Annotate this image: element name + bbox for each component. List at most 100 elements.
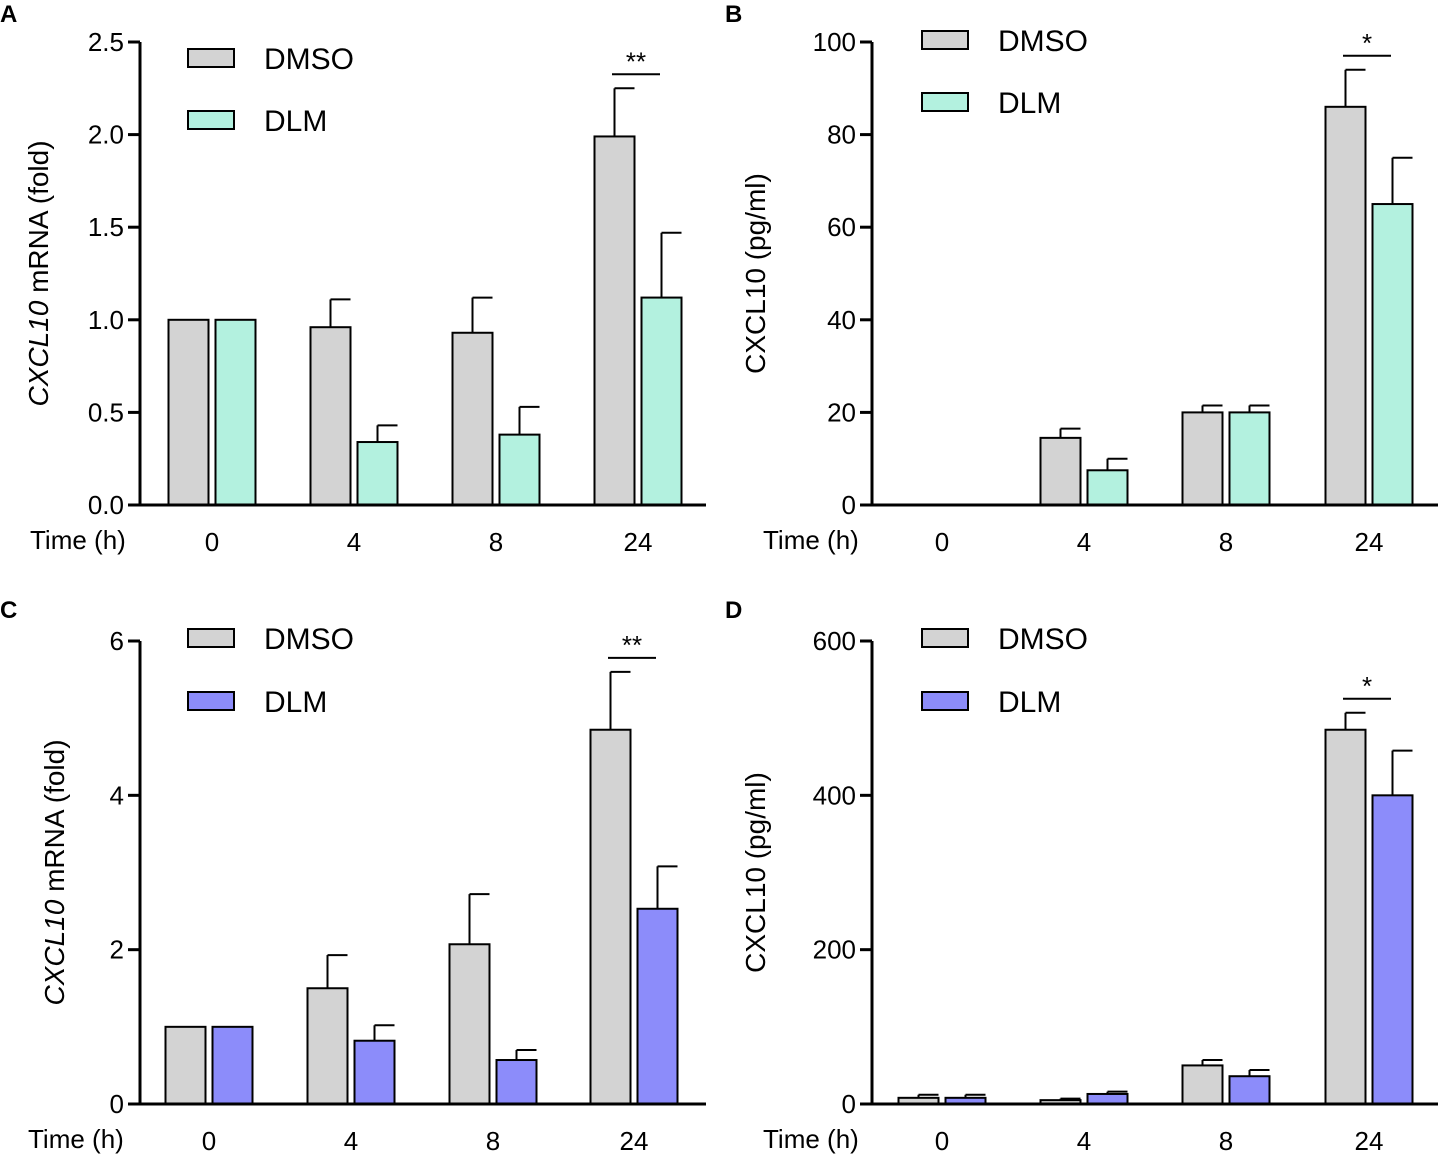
panel-c-y-axis-label-gene: CXCL10	[39, 899, 70, 1005]
panel-b-y-tick-label: 100	[813, 27, 856, 57]
panel-a-bar-dlm-8	[498, 433, 541, 506]
panel-a-y-axis-label-gene: CXCL10	[23, 300, 54, 406]
panel-c-legend-label-dlm: DLM	[264, 686, 327, 719]
panel-a-x-tick-label: 4	[347, 527, 361, 557]
panel-b-y-tick-label: 40	[827, 305, 856, 335]
panel-a-bar-dmso-8	[451, 331, 494, 506]
panel-a-legend-swatch-dmso	[187, 48, 235, 68]
panel-c-bar-dlm-4	[353, 1039, 396, 1106]
panel-c-y-tick-label: 4	[110, 780, 124, 810]
panel-d-x-tick-label: 4	[1077, 1126, 1091, 1154]
panel-b-legend-swatch-dlm	[921, 92, 969, 112]
panel-b-bar-dmso-8	[1181, 411, 1224, 506]
panel-a-letter: A	[0, 1, 17, 28]
panel-c-x-tick-label: 24	[620, 1126, 649, 1154]
panel-c-x-tick-label: 8	[486, 1126, 500, 1154]
panel-c-y-axis-label: CXCL10 mRNA (fold)	[39, 739, 70, 1005]
panel-b-y-tick-label: 0	[842, 490, 856, 520]
panel-d-letter: D	[725, 597, 742, 624]
panel-b-legend-label-dmso: DMSO	[998, 25, 1088, 58]
panel-a-x-tick-label: 8	[489, 527, 503, 557]
panel-c-y-tick-label: 6	[110, 626, 124, 656]
panel-a-bar-dmso-24	[593, 135, 636, 506]
panel-d: D 0 200 400 600 CXCL10 (pg/ml) 0 4 8 24 Time (h) DM…	[725, 597, 1438, 1154]
panel-a-x-axis-label: Time (h)	[30, 525, 126, 555]
panel-b-x-tick-label: 4	[1077, 527, 1091, 557]
panel-d-x-axis-label: Time (h)	[763, 1124, 859, 1154]
panel-d-bar-dlm-4	[1086, 1092, 1129, 1106]
panel-d-x-tick-label: 8	[1219, 1126, 1233, 1154]
panel-c-letter: C	[0, 597, 17, 624]
panel-a-legend-label-dmso: DMSO	[264, 43, 354, 76]
panel-b-x-tick-label: 8	[1219, 527, 1233, 557]
panel-d-legend-swatch-dlm	[921, 691, 969, 711]
panel-b-legend-label-dlm: DLM	[998, 87, 1061, 120]
panel-c-bar-dlm-8	[495, 1059, 538, 1106]
panel-a-y-axis-label-unit: mRNA (fold)	[23, 140, 54, 300]
panel-d-x-tick-label: 24	[1355, 1126, 1384, 1154]
panel-d-y-tick-label: 200	[813, 935, 856, 965]
panel-a-y-tick-label: 1.5	[88, 212, 124, 242]
panel-a-significance-label: **	[626, 46, 646, 76]
panel-a: A 0.0 0.5 1.0 1.5 2.0 2.5 CXCL10 mRNA (fold) 0 4 8…	[0, 1, 706, 557]
panel-b-bar-dmso-24	[1324, 105, 1367, 506]
panel-c-significance-label: **	[622, 630, 642, 660]
panel-a-y-tick-label: 2.5	[88, 27, 124, 57]
panel-b-y-tick-label: 20	[827, 397, 856, 427]
panel-d-y-tick-label: 0	[842, 1089, 856, 1119]
panel-a-y-axis-label: CXCL10 mRNA (fold)	[23, 140, 54, 406]
panel-a-bar-dlm-24	[640, 296, 683, 506]
panel-b-bar-dlm-4	[1086, 469, 1129, 506]
panel-d-y-tick-label: 600	[813, 626, 856, 656]
panel-d-bar-dmso-8	[1181, 1064, 1224, 1105]
panel-a-bar-dmso-0	[167, 318, 210, 506]
panel-b-y-axis-label: CXCL10 (pg/ml)	[740, 173, 771, 374]
panel-d-y-tick-label: 400	[813, 780, 856, 810]
panel-a-x-tick-label: 0	[205, 527, 219, 557]
panel-b-letter: B	[725, 1, 742, 28]
panel-b-bar-dmso-4	[1039, 436, 1082, 506]
panel-a-legend-label-dlm: DLM	[264, 105, 327, 138]
panel-c-bar-dmso-24	[589, 728, 632, 1105]
panel-b-y-tick-label: 80	[827, 120, 856, 150]
panel-d-legend-label-dlm: DLM	[998, 686, 1061, 719]
panel-b-y-tick-label: 60	[827, 212, 856, 242]
panel-c-y-tick-label: 2	[110, 935, 124, 965]
panel-c-bar-dmso-4	[306, 987, 349, 1105]
panel-d-bar-dlm-8	[1228, 1075, 1271, 1105]
panel-a-legend-swatch-dlm	[187, 110, 235, 130]
panel-d-legend-swatch-dmso	[921, 628, 969, 648]
panel-d-y-axis-label: CXCL10 (pg/ml)	[740, 772, 771, 973]
panel-a-bar-dmso-4	[309, 326, 352, 507]
panel-c-x-tick-label: 0	[202, 1126, 216, 1154]
panel-d-y-axis-label-unit: CXCL10 (pg/ml)	[740, 772, 771, 973]
panel-b-bar-dlm-8	[1228, 411, 1271, 506]
panel-b-y-axis-label-unit: CXCL10 (pg/ml)	[740, 173, 771, 374]
panel-b-bar-dlm-24	[1371, 203, 1414, 507]
panel-a-y-tick-label: 1.0	[88, 305, 124, 335]
panel-d-legend-label-dmso: DMSO	[998, 623, 1088, 656]
panel-c-y-tick-label: 0	[110, 1089, 124, 1119]
panel-d-x-tick-label: 0	[935, 1126, 949, 1154]
panel-b-significance-label: *	[1362, 28, 1372, 58]
panel-c-bar-dlm-24	[636, 907, 679, 1105]
panel-a-y-tick-label: 0.5	[88, 397, 124, 427]
panel-b: B 0 20 40 60 80 100 CXCL10 (pg/ml) 0 4 8 24 Time (h)…	[725, 1, 1438, 557]
panel-c-bar-dlm-0	[211, 1025, 254, 1106]
panel-a-bar-dlm-4	[356, 441, 399, 507]
panel-c-legend-label-dmso: DMSO	[264, 623, 354, 656]
panel-c-x-tick-label: 4	[344, 1126, 358, 1154]
panel-a-y-tick-label: 2.0	[88, 120, 124, 150]
panel-d-bar-dlm-24	[1371, 794, 1414, 1105]
panel-b-legend-swatch-dmso	[921, 30, 969, 50]
panel-a-bar-dlm-0	[214, 318, 257, 506]
panel-c-legend-swatch-dlm	[187, 691, 235, 711]
panel-c-y-axis-label-unit: mRNA (fold)	[39, 739, 70, 899]
panel-b-x-tick-label: 0	[935, 527, 949, 557]
panel-c-legend-swatch-dmso	[187, 628, 235, 648]
panel-d-bar-dmso-24	[1324, 728, 1367, 1105]
panel-a-x-tick-label: 24	[624, 527, 653, 557]
panel-c-x-axis-label: Time (h)	[28, 1124, 124, 1154]
